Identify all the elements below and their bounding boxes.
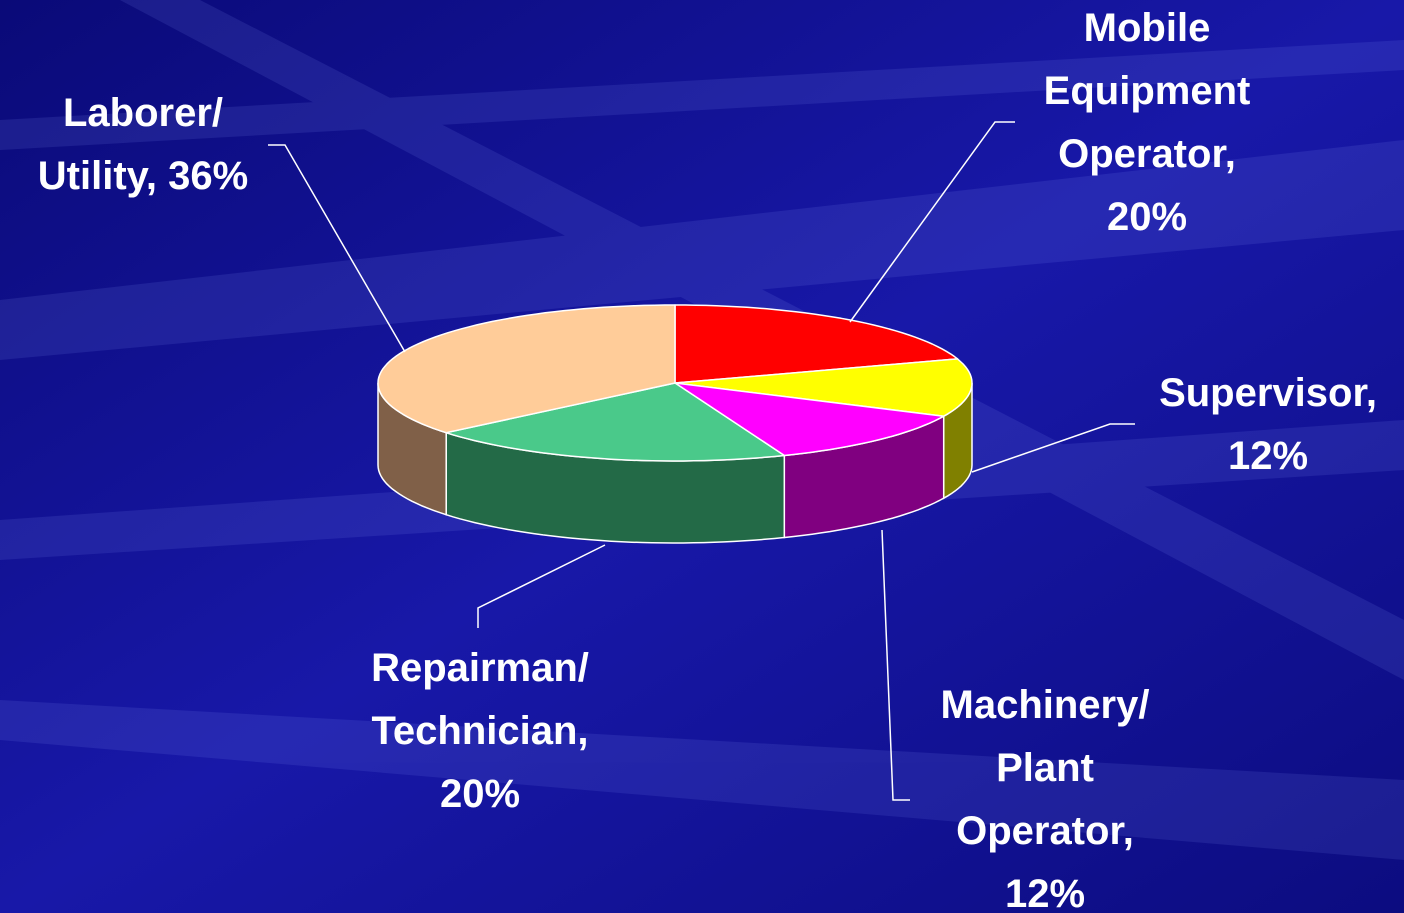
leader-line xyxy=(268,144,406,353)
leader-line xyxy=(881,529,910,801)
leader-line xyxy=(477,544,606,628)
data-label: Repairman/Technician, 20% xyxy=(371,646,589,816)
data-label: Mobile Equipment Operator, 20% xyxy=(1044,6,1251,239)
data-label: Laborer/Utility, 36% xyxy=(38,91,248,198)
slice-top xyxy=(674,304,959,384)
leader-line xyxy=(971,423,1135,473)
pie xyxy=(377,304,973,544)
data-label: Machinery/Plant Operator, 12% xyxy=(941,683,1150,913)
slice-top xyxy=(377,304,676,434)
slice-top xyxy=(674,358,973,417)
slice-top xyxy=(674,382,945,457)
slice-top xyxy=(445,382,786,462)
leader-line xyxy=(849,121,1015,323)
labels: Mobile Equipment Operator, 20% Supervisor, 12… xyxy=(38,6,1377,913)
data-label: Supervisor, 12% xyxy=(1159,371,1377,478)
